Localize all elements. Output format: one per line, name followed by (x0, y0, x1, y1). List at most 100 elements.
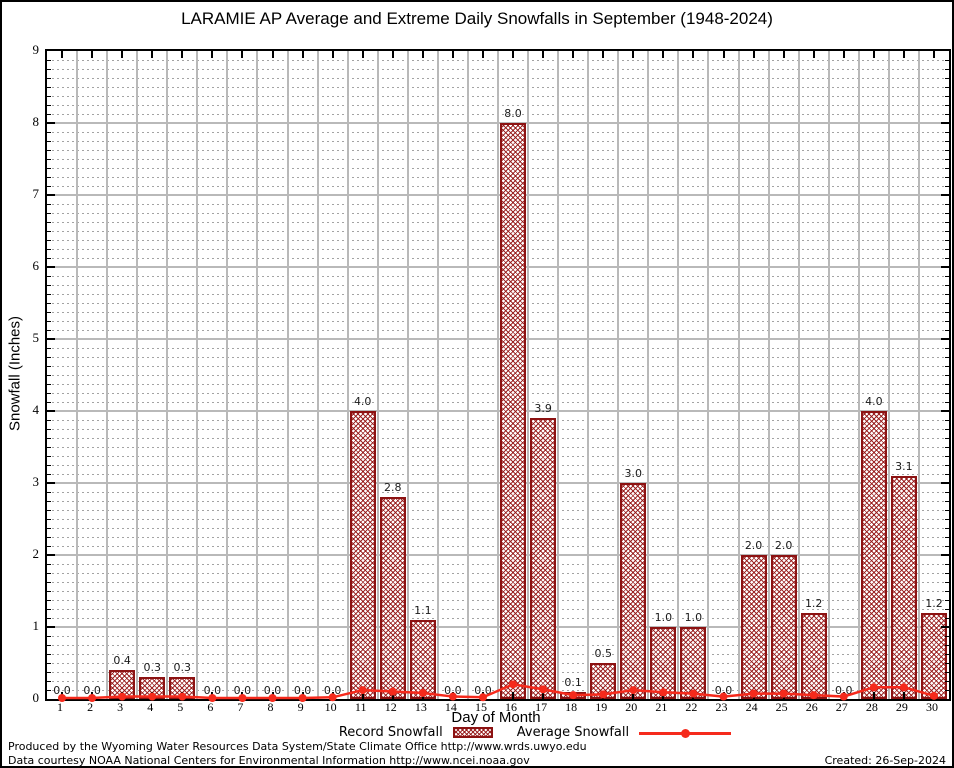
x-tick-label: 8 (267, 700, 274, 714)
y-tick-minor (945, 77, 949, 79)
bar-value-label: 0.0 (323, 684, 342, 697)
y-tick-minor (47, 599, 51, 601)
average-marker (448, 692, 457, 701)
x-tick-bottom (872, 692, 875, 699)
y-tick-minor (945, 59, 949, 61)
y-tick-minor (945, 473, 949, 475)
y-tick-minor (47, 95, 51, 97)
x-tick-top (391, 51, 394, 58)
y-tick-minor (47, 284, 51, 286)
x-tick-top (932, 51, 935, 58)
y-tick-minor (47, 185, 51, 187)
y-tick-minor (945, 446, 949, 448)
y-tick-minor (47, 392, 51, 394)
average-marker (358, 686, 367, 695)
x-tick-top (842, 51, 845, 58)
average-marker (539, 685, 548, 694)
y-tick-major (941, 482, 949, 484)
x-tick-label: 20 (625, 700, 638, 714)
y-tick-minor (945, 176, 949, 178)
x-tick-label: 17 (535, 700, 548, 714)
y-tick-minor (47, 176, 51, 178)
x-tick-top (121, 51, 124, 58)
y-tick-minor (945, 311, 949, 313)
average-marker (178, 692, 187, 701)
bar-value-label: 4.0 (865, 395, 883, 408)
y-tick-minor (945, 671, 949, 673)
y-tick-minor (47, 239, 51, 241)
y-tick-minor (945, 140, 949, 142)
y-tick-major (941, 266, 949, 268)
x-tick-label: 1 (57, 700, 64, 714)
y-tick-minor (945, 653, 949, 655)
y-tick-label: 6 (32, 258, 40, 273)
average-marker (869, 683, 878, 692)
average-snowfall-line-icon (639, 727, 732, 739)
x-tick-bottom (512, 692, 515, 699)
y-tick-minor (47, 590, 51, 592)
y-tick-minor (945, 212, 949, 214)
y-tick-minor (47, 428, 51, 430)
x-gridline (226, 51, 229, 699)
x-tick-label: 28 (865, 700, 878, 714)
y-tick-minor (945, 545, 949, 547)
average-marker (719, 692, 728, 701)
bar-value-label: 0.0 (444, 684, 462, 697)
bar-day-26 (800, 612, 827, 699)
y-tick-minor (47, 59, 51, 61)
x-tick-label: 23 (715, 700, 728, 714)
y-tick-minor (47, 680, 51, 682)
y-tick-minor (945, 221, 949, 223)
average-marker (388, 687, 397, 696)
x-tick-bottom (632, 692, 635, 699)
x-tick-label: 5 (177, 700, 184, 714)
x-gridline (857, 51, 860, 699)
bar-day-25 (770, 555, 797, 699)
y-tick-minor (945, 302, 949, 304)
x-gridline (527, 51, 530, 699)
x-gridline (316, 51, 319, 699)
y-tick-minor (945, 581, 949, 583)
y-tick-minor (945, 680, 949, 682)
x-gridline (466, 51, 469, 699)
x-tick-top (151, 51, 154, 58)
x-axis-title: Day of Month (451, 709, 541, 726)
bar-value-label: 0.0 (714, 684, 733, 697)
bar-value-label: 3.0 (624, 467, 643, 480)
y-tick-minor (47, 608, 51, 610)
y-tick-minor (47, 446, 51, 448)
footer-credit-noaa: Data courtesy NOAA National Centers for … (8, 754, 530, 767)
x-tick-top (481, 51, 484, 58)
x-gridline (106, 51, 109, 699)
y-tick-minor (47, 275, 51, 277)
x-gridline (677, 51, 680, 699)
bar-value-label: 2.0 (744, 539, 763, 552)
y-tick-minor (47, 293, 51, 295)
bar-value-label: 0.3 (173, 661, 192, 675)
y-tick-minor (47, 491, 51, 493)
x-gridline (406, 51, 409, 699)
y-tick-minor (945, 158, 949, 160)
x-gridline (346, 51, 349, 699)
x-tick-label: 11 (354, 700, 367, 714)
y-tick-minor (945, 248, 949, 250)
x-tick-top (782, 51, 785, 58)
x-tick-top (61, 51, 64, 58)
average-marker (689, 689, 698, 698)
y-tick-minor (47, 464, 51, 466)
x-gridline (76, 51, 79, 699)
bar-day-4 (139, 677, 166, 699)
x-tick-label: 15 (474, 700, 487, 714)
y-tick-minor (945, 356, 949, 358)
x-tick-top (512, 51, 515, 58)
x-tick-top (572, 51, 575, 58)
x-tick-top (451, 51, 454, 58)
x-tick-top (181, 51, 184, 58)
bar-value-label: 0.3 (143, 661, 161, 675)
bar-day-19 (590, 663, 617, 699)
y-tick-minor (945, 86, 949, 88)
y-tick-minor (47, 356, 51, 358)
x-gridline (136, 51, 139, 699)
y-tick-minor (47, 158, 51, 160)
bar-value-label: 0.0 (263, 684, 282, 697)
